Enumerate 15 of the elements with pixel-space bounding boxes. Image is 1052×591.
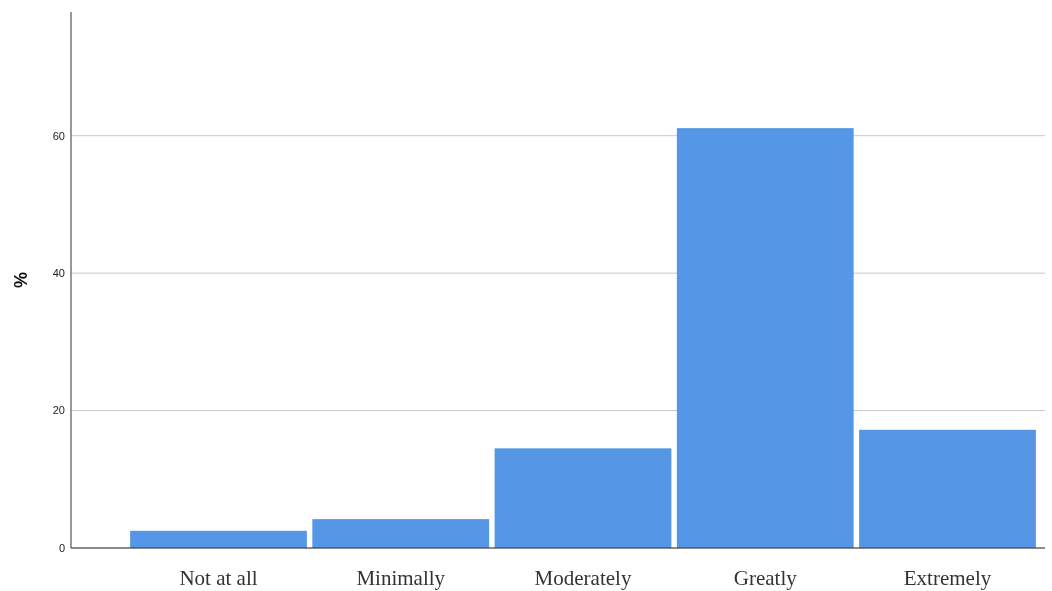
y-tick-label: 20 — [52, 404, 65, 417]
y-tick-label: 40 — [52, 266, 65, 279]
x-tick-label: Extremely — [903, 566, 992, 590]
x-tick-label: Moderately — [534, 566, 632, 590]
x-tick-label: Minimally — [356, 566, 446, 590]
y-tick-label: 0 — [58, 541, 65, 554]
bar — [859, 429, 1036, 548]
y-axis-title: % — [11, 271, 31, 289]
y-tick-label: 60 — [52, 129, 65, 142]
bar — [494, 448, 672, 548]
bar — [130, 530, 307, 548]
x-tick-label: Not at all — [179, 566, 258, 590]
bar — [676, 128, 854, 548]
x-tick-label: Greatly — [733, 566, 798, 590]
bar — [312, 519, 490, 548]
